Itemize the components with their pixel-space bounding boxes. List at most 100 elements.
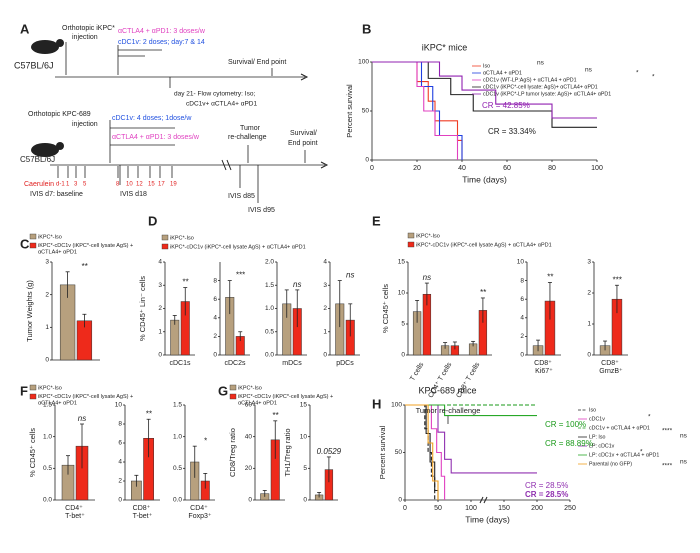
y-tick-label: 2 xyxy=(323,305,327,312)
y-axis-label: TH1/Treg ratio xyxy=(283,428,292,476)
y-tick-label: 0.0 xyxy=(43,497,52,504)
significance-label: *** xyxy=(612,275,622,284)
legend-label: iKPC*-cDC1v (iKPC*-cell lysate AgS) + αC… xyxy=(416,242,552,248)
y-tick-label: 8 xyxy=(118,421,122,428)
y-tick-label: 3 xyxy=(323,282,327,289)
schematic-text: 12 xyxy=(136,182,143,188)
y-tick-label: 0.0 xyxy=(265,352,274,359)
cr-label: CR = 88.89% xyxy=(545,439,593,448)
y-tick-label: 0 xyxy=(323,352,327,359)
y-tick-label: 1 xyxy=(587,321,591,328)
survival-line xyxy=(405,404,446,500)
schematic-text: αCTLA4 + αPD1: 3 doses/w xyxy=(112,134,200,141)
significance-label: ns xyxy=(423,273,431,282)
y-tick-label: 0.5 xyxy=(173,465,182,472)
significance-label: 0.0529 xyxy=(317,447,342,456)
significance-label: * xyxy=(648,414,651,421)
y-tick-label: 0 xyxy=(118,497,122,504)
y-axis-label: % CD45⁺ cells xyxy=(28,428,37,477)
y-tick-label: 1.5 xyxy=(265,282,274,289)
y-tick-label: 5 xyxy=(401,321,405,328)
schematic-text: 19 xyxy=(170,182,177,188)
x-tick-label: CD8⁺ T-bet⁺ xyxy=(133,505,153,520)
y-tick-label: 1.5 xyxy=(43,402,52,409)
schematic-text: IVIS d18 xyxy=(120,191,147,198)
y-tick-label: 3 xyxy=(158,282,162,289)
chart-title: iKPC* mice xyxy=(422,42,468,52)
y-tick-label: 100 xyxy=(391,402,402,409)
panel-label: H xyxy=(372,396,381,411)
cr-label: CR = 28.5% xyxy=(525,490,568,499)
legend-label: αCTLA4 + αPD1 xyxy=(483,70,522,76)
schematic-text: injection xyxy=(72,34,98,41)
x-tick-label: 0 xyxy=(370,165,374,172)
panel-label: G xyxy=(218,383,228,398)
y-tick-label: 4 xyxy=(158,259,162,266)
legend-label: cDC1v xyxy=(589,416,605,422)
x-tick-label: CD4⁺ Foxp3⁺ xyxy=(188,505,211,520)
significance-label: * xyxy=(636,70,639,77)
panel-label: C xyxy=(20,236,30,251)
schematic-text: 10 xyxy=(126,182,133,188)
schematic-text: Caerulein xyxy=(24,181,54,188)
schematic-text: C57BL/6J xyxy=(20,155,55,164)
x-tick-label: 150 xyxy=(498,505,510,512)
y-tick-label: 0 xyxy=(248,497,252,504)
survival-line xyxy=(405,404,439,500)
y-tick-label: 8 xyxy=(213,277,217,284)
survival-line xyxy=(405,404,439,500)
y-tick-label: 1.0 xyxy=(265,305,274,312)
schematic-text: αCTLA4 + αPD1: 3 doses/w xyxy=(118,28,206,35)
survival-line xyxy=(372,61,597,119)
y-axis-label: Tumor Weights (g) xyxy=(25,280,34,342)
schematic-text: 5 xyxy=(83,182,87,188)
schematic-text: d-1 xyxy=(56,182,65,188)
y-tick-label: 2 xyxy=(118,478,122,485)
legend-label: iKPC*-Iso xyxy=(416,233,440,239)
y-axis-label: Percent survival xyxy=(345,84,354,138)
legend-label: LP: cDC1v xyxy=(589,443,615,449)
legend-label: Iso xyxy=(589,407,596,413)
x-tick-label: CD8⁺ GrnzB⁺ xyxy=(599,360,623,375)
y-tick-label: 2 xyxy=(520,333,524,340)
y-tick-label: 0.5 xyxy=(43,465,52,472)
y-tick-label: 1.0 xyxy=(43,433,52,440)
y-tick-label: 5 xyxy=(303,465,307,472)
y-axis-label: % CD45⁺ Lin⁻ cells xyxy=(138,276,147,341)
x-tick-label: 40 xyxy=(458,165,466,172)
chart-title: KPC-689 mice xyxy=(418,385,476,395)
y-tick-label: 0 xyxy=(520,352,524,359)
y-tick-label: 1 xyxy=(323,328,327,335)
significance-label: ns xyxy=(680,433,688,440)
y-tick-label: 0.0 xyxy=(173,497,182,504)
x-tick-label: 60 xyxy=(503,165,511,172)
significance-label: ns xyxy=(585,67,593,74)
y-tick-label: 40 xyxy=(245,433,253,440)
mouse-icon xyxy=(56,39,64,47)
legend-label: LP: cDC1v + αCTLA4 + αPD1 xyxy=(589,452,659,458)
survival-line xyxy=(372,61,597,128)
y-tick-label: 2 xyxy=(45,291,49,298)
y-tick-label: 6 xyxy=(520,296,524,303)
schematic-text: IVIS d7: baseline xyxy=(30,191,83,198)
x-axis-label: Time (days) xyxy=(462,174,507,184)
y-tick-label: 6 xyxy=(118,440,122,447)
y-tick-label: 0 xyxy=(303,497,307,504)
significance-label: *** xyxy=(236,271,246,280)
x-tick-label: CD8⁺ Ki67⁺ xyxy=(534,360,554,375)
legend-label: iKPC*-Iso xyxy=(170,235,194,241)
arrow-head xyxy=(300,73,309,81)
y-tick-label: 3 xyxy=(587,259,591,266)
y-tick-label: 2.0 xyxy=(265,259,274,266)
x-tick-label: pDCs xyxy=(336,360,354,367)
cr-label: CR = 33.34% xyxy=(488,127,536,136)
legend-swatch xyxy=(229,384,237,391)
x-axis-label: Time (days) xyxy=(465,514,510,524)
y-tick-label: 6 xyxy=(213,296,217,303)
y-tick-label: 0 xyxy=(365,157,369,164)
y-axis-label: CD8/Treg ratio xyxy=(228,428,237,477)
y-tick-label: 0 xyxy=(213,352,217,359)
y-tick-label: 50 xyxy=(395,449,403,456)
panel-label: E xyxy=(372,213,381,228)
schematic-text: day 21- Flow cytometry: Iso; xyxy=(174,91,255,98)
